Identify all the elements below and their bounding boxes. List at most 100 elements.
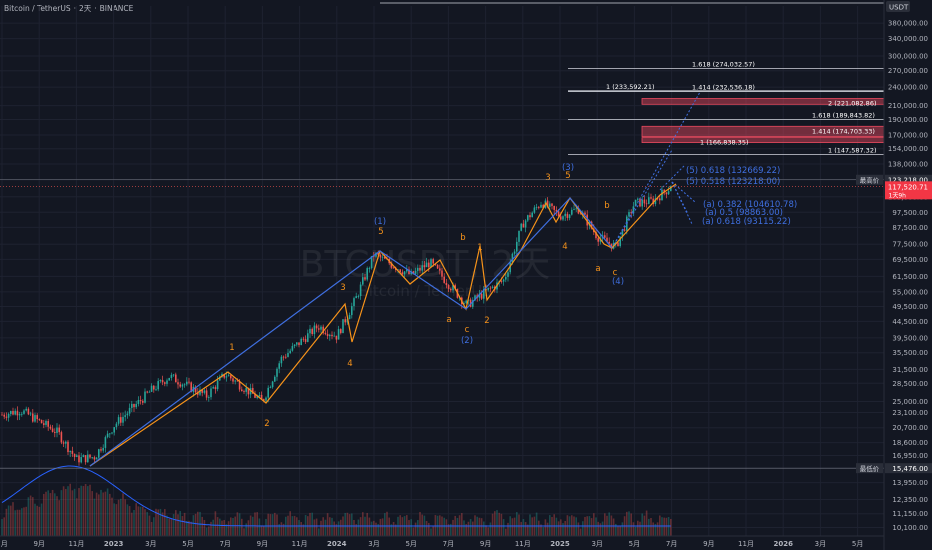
- volume-bar: [89, 484, 91, 536]
- candle-body: [518, 230, 520, 242]
- candle-body: [89, 454, 91, 458]
- candle-body: [663, 189, 665, 193]
- volume-bar: [630, 513, 632, 536]
- volume-bar: [502, 519, 505, 536]
- volume-bar: [289, 511, 291, 536]
- volume-bar: [337, 521, 340, 536]
- volume-bar: [379, 518, 382, 536]
- currency-badge: [886, 1, 910, 12]
- wave-label: b: [460, 233, 465, 243]
- volume-bar: [38, 506, 41, 536]
- y-tick-label: 138,000.00: [888, 160, 928, 168]
- candle-body: [329, 334, 331, 337]
- volume-bar: [45, 491, 47, 536]
- volume-bar: [612, 518, 615, 536]
- y-tick-label: 210,000.00: [888, 102, 928, 110]
- candle-body: [408, 269, 410, 274]
- symbol-title[interactable]: Bitcoin / TetherUS: [4, 4, 71, 13]
- volume-bar: [120, 498, 122, 536]
- candle-body: [373, 255, 375, 257]
- volume-bar: [241, 518, 243, 536]
- candle-body: [188, 381, 190, 383]
- volume-bar: [230, 517, 232, 536]
- x-tick-label: 11月: [738, 540, 754, 548]
- volume-bar: [516, 512, 518, 536]
- y-tick-label: 55,000.00: [892, 288, 928, 296]
- interval-label[interactable]: 2天: [78, 4, 92, 13]
- low-title: 最低价: [860, 464, 880, 473]
- x-tick-label: 9月: [480, 540, 491, 548]
- x-tick-label: 5月: [182, 540, 193, 548]
- volume-bar: [1, 519, 3, 536]
- volume-bar: [560, 519, 562, 536]
- candle-body: [571, 209, 573, 215]
- candle-body: [155, 389, 157, 391]
- candle-body: [258, 394, 261, 397]
- volume-bar: [579, 528, 582, 536]
- volume-bar: [260, 525, 263, 536]
- volume-bar: [60, 490, 63, 536]
- candle-body: [245, 387, 247, 392]
- x-tick-label: 3月: [368, 540, 379, 548]
- volume-bar: [663, 517, 665, 536]
- candle-body: [10, 410, 12, 414]
- candle-body: [342, 319, 344, 334]
- candle-body: [78, 455, 80, 463]
- candle-body: [1, 414, 3, 416]
- volume-bar: [313, 519, 316, 536]
- candle-body: [359, 284, 362, 297]
- time-axis[interactable]: 7月 9月 11月 2023 3月 5月 7月 9月 11月 2024 3月 5月 7月 9月 11月 202…: [0, 535, 884, 548]
- candle-body: [49, 426, 52, 429]
- candle-body: [654, 198, 657, 204]
- candle-body: [131, 403, 133, 408]
- volume-bar: [597, 521, 599, 536]
- volume-bar: [615, 523, 617, 536]
- volume-bar: [540, 524, 542, 536]
- exchange-label: BINANCE: [99, 4, 134, 13]
- y-tick-label: 49,500.00: [892, 303, 928, 311]
- candle-body: [296, 342, 298, 345]
- price-axis[interactable]: USDT 380,000.00 340,000.00 300,000.00 270,00…: [856, 0, 932, 550]
- y-tick-label: 20,700.00: [892, 424, 928, 432]
- candle-body: [412, 271, 415, 274]
- candle-body: [194, 386, 197, 393]
- volume-bar: [513, 517, 516, 536]
- candle-body: [102, 447, 104, 451]
- x-tick-label: 2025: [550, 540, 570, 548]
- volume-bar: [271, 514, 274, 536]
- candle-body: [390, 263, 393, 268]
- volume-bar: [654, 523, 657, 536]
- candle-body: [351, 306, 353, 316]
- volume-bar: [296, 517, 298, 536]
- volume-bar: [538, 520, 540, 536]
- y-tick-label: 240,000.00: [888, 84, 928, 92]
- candle-body: [315, 325, 318, 329]
- volume-bar: [641, 513, 643, 536]
- candle-body: [474, 295, 476, 301]
- candle-body: [5, 416, 8, 418]
- volume-bar: [601, 521, 604, 536]
- volume-bar: [194, 513, 197, 536]
- candle-body: [161, 380, 164, 383]
- volume-bar: [535, 512, 538, 536]
- volume-bar: [109, 493, 111, 536]
- candle-body: [344, 319, 346, 323]
- volume-bar: [214, 511, 217, 536]
- volume-bar: [522, 518, 525, 536]
- volume-bar: [346, 512, 349, 536]
- volume-bar: [157, 509, 159, 536]
- volume-bar: [144, 509, 146, 536]
- candle-body: [540, 204, 542, 208]
- candle-body: [84, 455, 87, 463]
- x-tick-label: 2026: [773, 540, 793, 548]
- candle-body: [256, 396, 258, 398]
- volume-bar: [645, 510, 648, 536]
- candle-body: [619, 236, 621, 247]
- volume-bar: [190, 521, 192, 536]
- low-value: 15,476.00: [892, 465, 928, 473]
- volume-bar: [113, 503, 115, 536]
- volume-bar: [269, 514, 272, 536]
- candle-body: [667, 191, 670, 195]
- x-tick-label: 11月: [292, 540, 308, 548]
